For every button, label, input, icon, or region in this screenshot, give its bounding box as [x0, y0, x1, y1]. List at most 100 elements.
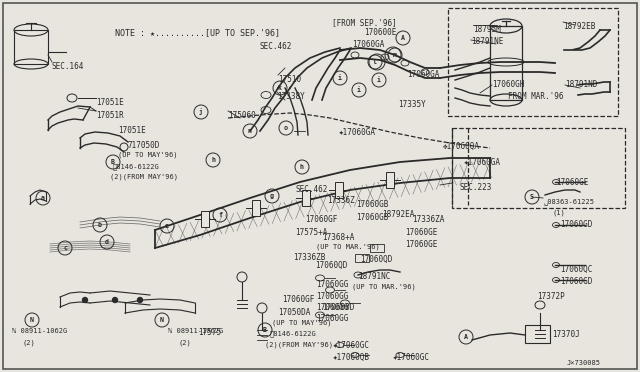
Text: k: k	[278, 85, 282, 91]
Text: S: S	[530, 194, 534, 200]
Text: 17510: 17510	[278, 75, 301, 84]
Text: B: B	[263, 327, 267, 333]
Bar	[355, 254, 369, 262]
Text: ✦17060GA: ✦17060GA	[339, 128, 376, 137]
Text: ✦17060GC: ✦17060GC	[393, 353, 430, 362]
Text: B: B	[111, 159, 115, 165]
Text: 17051E: 17051E	[96, 98, 124, 107]
Text: 170600E: 170600E	[364, 28, 396, 37]
Text: a: a	[41, 195, 45, 201]
Text: 17060GD: 17060GD	[560, 277, 593, 286]
Text: ✥17060QA: ✥17060QA	[443, 142, 480, 151]
Text: b: b	[98, 222, 102, 228]
Bar	[490, 26, 522, 100]
Bar	[452, 128, 625, 208]
Text: 17338Y: 17338Y	[277, 92, 305, 101]
Text: N: N	[30, 317, 34, 323]
Bar	[370, 244, 384, 252]
Text: j: j	[199, 109, 203, 115]
Text: 17336ZA: 17336ZA	[412, 215, 444, 224]
Circle shape	[138, 298, 143, 302]
Text: 17335Y: 17335Y	[398, 100, 426, 109]
Text: 17336Z: 17336Z	[327, 196, 355, 205]
Text: 17051R: 17051R	[96, 111, 124, 120]
Text: (UP TO MAR.'96): (UP TO MAR.'96)	[352, 283, 416, 289]
Text: 17060GF: 17060GF	[282, 295, 314, 304]
Text: (UP TO MAY'96): (UP TO MAY'96)	[272, 319, 332, 326]
Text: d: d	[105, 239, 109, 245]
Bar	[525, 325, 550, 343]
Text: i: i	[357, 87, 361, 93]
Text: 17060QD: 17060QD	[360, 255, 392, 264]
Text: ␣08363-61225: ␣08363-61225	[543, 198, 594, 205]
Bar	[385, 171, 394, 187]
Text: (UP TO MAY'96): (UP TO MAY'96)	[118, 152, 177, 158]
Text: 17575+A: 17575+A	[295, 228, 328, 237]
Text: 18792EB: 18792EB	[563, 22, 595, 31]
Bar	[14, 30, 48, 64]
Bar	[301, 190, 310, 206]
Bar	[448, 8, 618, 116]
Text: 17060GB: 17060GB	[356, 213, 388, 222]
Text: 17060GG: 17060GG	[316, 314, 348, 323]
Text: SEC.164: SEC.164	[52, 62, 84, 71]
Bar	[252, 201, 259, 217]
Text: l: l	[373, 59, 377, 65]
Text: (2)(FROM MAY'96): (2)(FROM MAY'96)	[265, 341, 333, 347]
Text: N: N	[160, 317, 164, 323]
Text: n: n	[248, 128, 252, 134]
Text: e: e	[165, 223, 169, 229]
Text: 17370J: 17370J	[552, 330, 580, 339]
Text: [FROM SEP.'96]: [FROM SEP.'96]	[332, 18, 397, 27]
Text: 18795M: 18795M	[473, 25, 500, 34]
Text: 17060GA: 17060GA	[352, 40, 385, 49]
Text: (1): (1)	[552, 209, 564, 215]
Text: (2)(FROM MAY'96): (2)(FROM MAY'96)	[110, 174, 178, 180]
Text: 17060GE: 17060GE	[405, 240, 437, 249]
Text: 18791NE: 18791NE	[471, 37, 504, 46]
Circle shape	[83, 298, 88, 302]
Text: i: i	[338, 75, 342, 81]
Text: 17060GE: 17060GE	[405, 228, 437, 237]
Text: (2): (2)	[22, 339, 35, 346]
Text: 17060GG: 17060GG	[316, 303, 348, 312]
Text: f: f	[218, 212, 222, 218]
Text: 17372P: 17372P	[537, 292, 564, 301]
Text: 17051E: 17051E	[118, 126, 146, 135]
Text: (2): (2)	[178, 339, 191, 346]
Text: NOTE : ★..........[UP TO SEP.'96]: NOTE : ★..........[UP TO SEP.'96]	[115, 28, 280, 37]
Text: ℕ 08911-1062G: ℕ 08911-1062G	[12, 328, 67, 334]
Text: 18791ND: 18791ND	[565, 80, 597, 89]
Text: 17060GE: 17060GE	[556, 178, 588, 187]
Text: h: h	[211, 157, 215, 163]
Text: m: m	[393, 52, 397, 58]
Text: g: g	[270, 193, 274, 199]
Text: i: i	[377, 77, 381, 83]
Text: A: A	[401, 35, 405, 41]
Text: ␢8146-6122G: ␢8146-6122G	[270, 330, 317, 337]
Text: 17060QD: 17060QD	[315, 261, 348, 270]
Text: 17050DA: 17050DA	[278, 308, 310, 317]
Text: 17060GG: 17060GG	[316, 280, 348, 289]
Text: 17060QC: 17060QC	[560, 265, 593, 274]
Text: 17060GD: 17060GD	[560, 220, 593, 229]
Text: ✦17060GA: ✦17060GA	[464, 158, 501, 167]
Text: ✦17060QB: ✦17060QB	[333, 353, 370, 362]
Bar	[201, 211, 209, 227]
Text: SEC.462: SEC.462	[260, 42, 292, 51]
Text: h: h	[300, 164, 304, 170]
Text: (UP TO MAR.'96): (UP TO MAR.'96)	[316, 244, 380, 250]
Text: 17575: 17575	[198, 328, 221, 337]
Text: ℕ 08911-1062G: ℕ 08911-1062G	[168, 328, 223, 334]
Text: 18792EA: 18792EA	[382, 210, 414, 219]
Text: SEC.223: SEC.223	[460, 183, 492, 192]
Text: 170600D: 170600D	[322, 303, 355, 312]
Text: 17060GB: 17060GB	[356, 200, 388, 209]
Text: 175060: 175060	[228, 111, 256, 120]
Text: 17060GG: 17060GG	[316, 292, 348, 301]
Text: A: A	[464, 334, 468, 340]
Text: c: c	[63, 245, 67, 251]
Text: ␢8146-6122G: ␢8146-6122G	[113, 163, 160, 170]
Text: ✦17060GC: ✦17060GC	[333, 341, 370, 350]
Text: SEC.462: SEC.462	[296, 185, 328, 194]
